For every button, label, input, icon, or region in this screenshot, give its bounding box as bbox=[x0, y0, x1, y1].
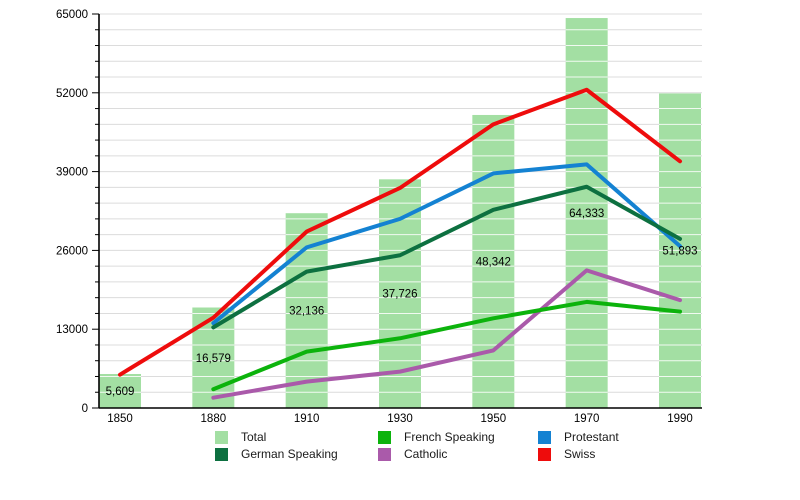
legend-label: Total bbox=[241, 430, 267, 444]
bar-value-label: 51,893 bbox=[662, 246, 697, 258]
legend-item-catholic: Catholic bbox=[378, 447, 538, 461]
x-tick-label: 1950 bbox=[481, 413, 507, 425]
legend-item-total: Total bbox=[215, 430, 378, 444]
x-tick-label: 1850 bbox=[107, 413, 133, 425]
x-tick-label: 1880 bbox=[201, 413, 227, 425]
legend-label: German Speaking bbox=[241, 447, 338, 461]
bar-value-label: 37,726 bbox=[382, 289, 417, 301]
y-tick-label: 52000 bbox=[56, 88, 88, 100]
legend-label: Catholic bbox=[404, 447, 448, 461]
total-bar-1950 bbox=[472, 114, 515, 408]
legend-item-french-speaking: French Speaking bbox=[378, 430, 538, 444]
legend-item-protestant: Protestant bbox=[538, 430, 718, 444]
y-tick-label: 13000 bbox=[56, 324, 88, 336]
y-tick-label: 65000 bbox=[56, 9, 88, 21]
legend-label: Protestant bbox=[564, 430, 619, 444]
x-tick-label: 1970 bbox=[574, 413, 600, 425]
series-line-catholic bbox=[211, 268, 682, 400]
total-bars bbox=[99, 18, 701, 409]
series-line-protestant bbox=[211, 162, 682, 326]
x-tick-labels: 1850 1880 1910 1930 1950 1970 1990 bbox=[107, 413, 693, 425]
y-ticks bbox=[92, 13, 99, 409]
y-tick-labels: 0 13000 26000 39000 52000 65000 bbox=[56, 9, 88, 415]
chart-legend: Total French Speaking Protestant German Spe… bbox=[215, 430, 718, 461]
legend-swatch bbox=[538, 430, 551, 444]
axes bbox=[98, 14, 702, 409]
gridlines-over-bars bbox=[99, 29, 701, 393]
legend-swatch bbox=[215, 430, 228, 444]
bar-value-label: 5,609 bbox=[106, 386, 135, 398]
y-tick-label: 39000 bbox=[56, 167, 88, 179]
bar-value-label: 32,136 bbox=[289, 306, 324, 318]
bar-value-labels: 5,609 16,579 32,136 37,726 48,342 64,333 51,89… bbox=[106, 208, 698, 398]
series-line-french-speaking bbox=[211, 299, 682, 392]
legend-swatch bbox=[378, 430, 391, 444]
legend-item-german-speaking: German Speaking bbox=[215, 447, 378, 461]
bar-value-label: 64,333 bbox=[569, 208, 604, 220]
legend-label: French Speaking bbox=[404, 430, 495, 444]
x-tick-label: 1910 bbox=[294, 413, 320, 425]
total-bar-1970 bbox=[565, 18, 608, 408]
legend-swatch bbox=[378, 447, 391, 461]
y-tick-label: 0 bbox=[82, 403, 88, 415]
legend-swatch bbox=[538, 447, 551, 461]
legend-item-swiss: Swiss bbox=[538, 447, 718, 461]
legend-swatch bbox=[215, 447, 228, 461]
series-line-swiss bbox=[118, 87, 682, 377]
x-tick-label: 1930 bbox=[387, 413, 413, 425]
x-tick-label: 1990 bbox=[667, 413, 693, 425]
bar-value-label: 16,579 bbox=[196, 353, 231, 365]
legend-label: Swiss bbox=[564, 447, 596, 461]
total-bar-1850 bbox=[99, 374, 141, 408]
y-tick-label: 26000 bbox=[56, 245, 88, 257]
series-line-german-speaking bbox=[211, 184, 682, 330]
bar-value-label: 48,342 bbox=[476, 256, 511, 268]
